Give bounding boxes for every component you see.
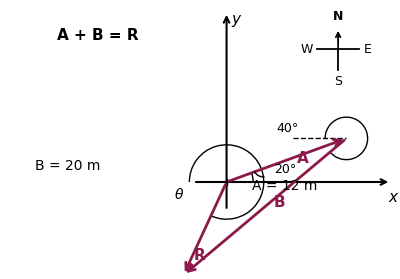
Text: A: A: [297, 151, 309, 165]
Text: S: S: [334, 75, 342, 88]
Text: x: x: [389, 191, 398, 206]
Text: R: R: [194, 247, 206, 263]
Text: A = 12 m: A = 12 m: [252, 179, 317, 193]
Text: A + B = R: A + B = R: [56, 28, 138, 43]
Text: W: W: [300, 43, 313, 56]
Text: E: E: [364, 43, 372, 56]
Text: θ: θ: [174, 188, 183, 202]
Text: 40°: 40°: [276, 122, 298, 135]
Text: N: N: [333, 10, 343, 23]
Text: B: B: [274, 195, 285, 210]
Text: y: y: [232, 12, 241, 27]
Text: 20°: 20°: [274, 163, 297, 176]
Text: B = 20 m: B = 20 m: [35, 159, 101, 173]
